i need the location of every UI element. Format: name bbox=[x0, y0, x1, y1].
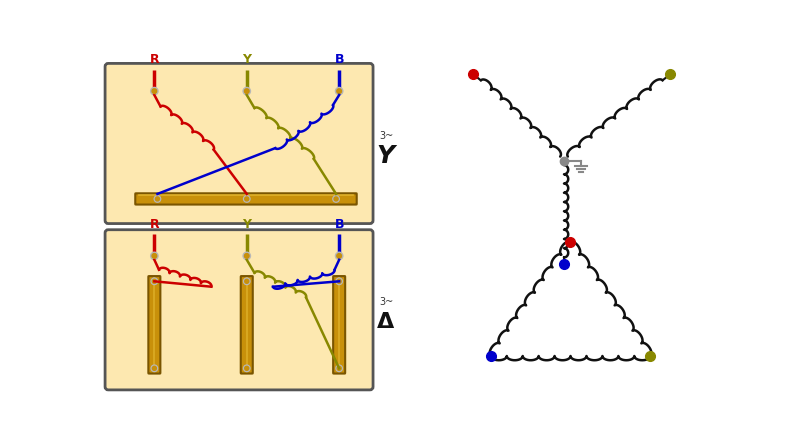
Circle shape bbox=[335, 252, 343, 259]
Circle shape bbox=[150, 87, 158, 95]
Text: R: R bbox=[150, 53, 159, 66]
Circle shape bbox=[335, 87, 343, 95]
Circle shape bbox=[337, 89, 342, 93]
Circle shape bbox=[245, 89, 249, 93]
Circle shape bbox=[243, 87, 250, 95]
Text: Y: Y bbox=[242, 53, 251, 66]
FancyBboxPatch shape bbox=[241, 276, 253, 373]
Circle shape bbox=[152, 254, 157, 258]
Text: 3~: 3~ bbox=[379, 297, 394, 307]
Text: 3~: 3~ bbox=[379, 131, 394, 141]
Circle shape bbox=[243, 278, 250, 284]
Circle shape bbox=[243, 365, 250, 372]
Circle shape bbox=[336, 365, 342, 372]
FancyBboxPatch shape bbox=[148, 276, 160, 373]
Circle shape bbox=[334, 197, 338, 201]
Circle shape bbox=[155, 197, 159, 201]
Circle shape bbox=[245, 279, 249, 283]
Text: B: B bbox=[334, 218, 344, 231]
Text: Y: Y bbox=[242, 218, 251, 231]
Circle shape bbox=[337, 366, 341, 370]
Circle shape bbox=[151, 278, 158, 284]
Circle shape bbox=[154, 196, 161, 202]
Circle shape bbox=[245, 254, 249, 258]
Circle shape bbox=[337, 279, 341, 283]
Circle shape bbox=[151, 365, 158, 372]
FancyBboxPatch shape bbox=[333, 276, 345, 373]
Circle shape bbox=[243, 252, 250, 259]
Circle shape bbox=[152, 89, 157, 93]
Circle shape bbox=[333, 196, 339, 202]
FancyBboxPatch shape bbox=[105, 63, 373, 223]
Text: B: B bbox=[334, 53, 344, 66]
Circle shape bbox=[245, 197, 249, 201]
Circle shape bbox=[152, 366, 156, 370]
Text: R: R bbox=[150, 218, 159, 231]
Text: Δ: Δ bbox=[377, 312, 394, 332]
Circle shape bbox=[336, 278, 342, 284]
Text: Y: Y bbox=[377, 144, 395, 168]
Circle shape bbox=[243, 196, 250, 202]
FancyBboxPatch shape bbox=[105, 230, 373, 390]
Circle shape bbox=[245, 366, 249, 370]
Circle shape bbox=[337, 254, 342, 258]
Circle shape bbox=[150, 252, 158, 259]
Circle shape bbox=[152, 279, 156, 283]
FancyBboxPatch shape bbox=[135, 193, 357, 205]
